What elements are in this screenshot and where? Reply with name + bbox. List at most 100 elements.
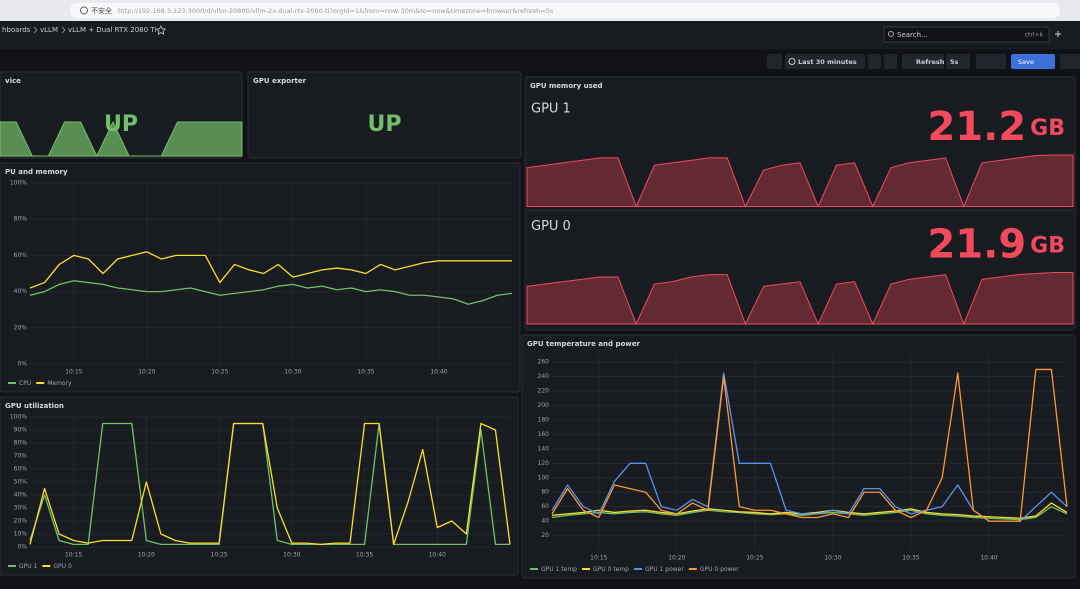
legend-label[interactable]: GPU 0 power [700,566,739,573]
y-tick-label: 20 [541,532,549,539]
search-box[interactable] [883,26,1050,43]
button-zoom[interactable] [884,54,897,69]
legend-swatch [582,568,590,570]
edit-button[interactable] [1060,54,1080,69]
stat-unit: GB [1030,116,1065,141]
x-tick-label: 10:15 [65,552,82,559]
stat-value: UP [368,112,402,137]
legend-swatch [530,568,538,570]
search-shortcut: ctrl+k [1025,32,1044,39]
interval-picker[interactable] [946,54,970,69]
search-placeholder: Search... [897,31,928,39]
time-picker[interactable] [785,54,865,69]
x-tick-label: 10:20 [138,369,155,376]
y-tick-label: 60 [541,503,549,510]
save-label: Save [1018,58,1034,66]
y-tick-label: 180 [538,417,550,424]
y-tick-label: 50% [14,479,28,486]
legend-label[interactable]: Memory [47,380,72,387]
x-tick-label: 10:30 [283,552,300,559]
stat-value: 21.2 GB [927,104,1065,150]
legend-swatch [36,382,45,384]
x-tick-label: 10:40 [429,552,446,559]
y-tick-label: 200 [538,402,550,409]
x-tick-label: 10:20 [138,552,155,559]
address-bar[interactable] [70,3,1060,18]
breadcrumb[interactable]: hboards [2,26,31,34]
y-tick-label: 80% [14,216,28,223]
legend-swatch [634,568,642,570]
x-tick-label: 10:25 [746,555,763,562]
save-button[interactable] [1011,54,1055,69]
add-icon[interactable] [1055,31,1061,37]
panel-title: GPU utilization [5,402,64,410]
x-tick-label: 10:25 [211,369,228,376]
y-tick-label: 60% [14,466,28,473]
stat-name: GPU 0 [531,219,571,234]
y-tick-label: 260 [538,359,550,366]
refresh-button[interactable] [902,54,944,69]
y-tick-label: 60% [14,252,28,259]
y-tick-label: 240 [538,373,550,380]
y-tick-label: 40% [14,492,28,499]
button-forward[interactable] [868,54,881,69]
refresh-label: Refresh [916,58,945,66]
y-tick-label: 220 [538,388,550,395]
x-tick-label: 10:30 [284,369,301,376]
legend-label[interactable]: GPU 1 power [645,566,684,573]
y-tick-label: 30% [14,505,28,512]
series-line [29,251,512,289]
x-tick-label: 10:25 [210,552,227,559]
stat-unit: GB [1030,234,1065,259]
panel-title: GPU temperature and power [527,340,640,348]
series-line [29,280,513,305]
y-tick-label: 20% [14,324,28,331]
y-tick-label: 20% [14,518,28,525]
y-tick-label: 80 [541,489,549,496]
stat-name: GPU 1 [531,102,571,117]
legend-swatch [688,568,697,570]
x-tick-label: 10:35 [902,555,919,562]
sparkline [526,154,1074,208]
x-tick-label: 10:20 [668,555,685,562]
legend-label[interactable]: GPU 1 [19,563,38,570]
sparkline [0,120,243,158]
series-line [29,422,510,546]
clock-icon [788,58,796,65]
legend-label[interactable]: GPU 1 temp [541,566,577,573]
breadcrumb-separator [33,26,38,34]
panel [0,396,519,576]
button-back[interactable] [767,54,782,69]
legend-label[interactable]: GPU 0 temp [593,566,629,573]
time-range: Last 30 minutes [798,58,857,66]
y-tick-label: 10% [14,531,28,538]
x-tick-label: 10:35 [356,552,373,559]
share-button[interactable] [976,54,1006,69]
search-icon [888,31,894,37]
legend-label[interactable]: GPU 0 [53,563,72,570]
panel [521,334,1076,579]
panel [524,76,1076,331]
breadcrumb[interactable]: vLLM + Dual RTX 2080 Ti [68,26,156,34]
panel-title: PU and memory [5,168,68,176]
panel-title: GPU exporter [253,77,307,85]
stat-number: 21.2 [927,104,1026,150]
series-line [29,422,511,546]
y-tick-label: 70% [14,453,28,460]
security-icon [80,6,88,15]
legend-label[interactable]: CPU [19,380,31,387]
interval-label: 5s [950,58,959,66]
x-tick-label: 10:40 [430,369,447,376]
breadcrumb-separator [61,26,66,34]
url[interactable]: http://192.168.3.123:3000/d/vllm-2080ti/… [118,7,554,15]
y-tick-label: 140 [538,445,550,452]
sparkline [526,272,1074,326]
stat-value: 21.9 GB [927,222,1065,268]
security-label: 不安全 [91,6,112,15]
breadcrumb[interactable]: vLLM [40,26,58,34]
x-tick-label: 10:40 [980,555,997,562]
star-icon[interactable] [155,25,167,35]
panel-title: vice [5,77,21,85]
